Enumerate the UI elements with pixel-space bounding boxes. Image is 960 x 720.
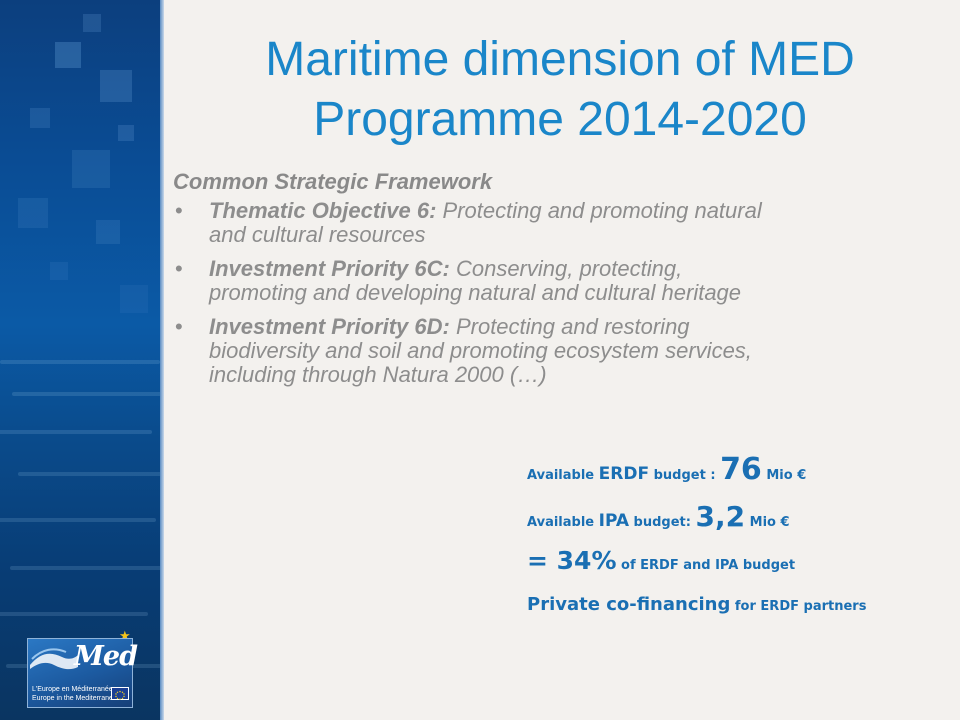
med-programme-logo: Med L'Europe en Méditerranée Europe in t…	[27, 638, 138, 708]
logo-tagline-fr: L'Europe en Méditerranée	[32, 686, 113, 693]
bullet-label: Thematic Objective 6:	[209, 198, 437, 223]
title-line-2: Programme 2014-2020	[313, 93, 807, 146]
bullet-marker: •	[175, 314, 183, 339]
share-value: = 34%	[527, 546, 617, 575]
erdf-key: ERDF	[598, 464, 650, 484]
bullet-marker: •	[175, 256, 183, 281]
bullet-text: Protecting and promoting natural	[436, 198, 762, 223]
cofinancing-main: Private co-financing	[527, 594, 731, 615]
erdf-value: 76	[720, 452, 762, 487]
bullet-label: Investment Priority 6D:	[209, 314, 450, 339]
budget-share-line: = 34% of ERDF and IPA budget	[527, 546, 795, 575]
bullet-item-priority-6d: • Investment Priority 6D: Protecting and…	[173, 315, 933, 387]
cofinancing-line: Private co-financing for ERDF partners	[527, 594, 866, 615]
framework-section: Common Strategic Framework • Thematic Ob…	[173, 170, 933, 397]
ipa-value: 3,2	[695, 500, 746, 533]
title-line-1: Maritime dimension of MED	[265, 33, 855, 86]
logo-wordmark: Med	[74, 641, 138, 672]
ipa-budget-line: Available IPA budget: 3,2 Mio €	[527, 500, 790, 533]
framework-heading: Common Strategic Framework	[173, 169, 493, 194]
panel-divider	[160, 0, 164, 720]
bullet-label: Investment Priority 6C:	[209, 256, 450, 281]
bullet-item-objective-6: • Thematic Objective 6: Protecting and p…	[173, 199, 933, 247]
wave-icon	[30, 648, 78, 670]
eu-flag-icon	[111, 687, 129, 700]
erdf-prefix: Available	[527, 468, 599, 483]
star-icon: ★	[119, 628, 131, 643]
ipa-unit: Mio €	[745, 515, 790, 530]
bullet-item-priority-6c: • Investment Priority 6C: Conserving, pr…	[173, 257, 933, 305]
bullet-marker: •	[175, 198, 183, 223]
cofinancing-suffix: for ERDF partners	[730, 599, 867, 614]
decorative-sea-panel	[0, 0, 160, 720]
bullet-text-continued: and cultural resources	[209, 222, 426, 247]
erdf-budget-line: Available ERDF budget : 76 Mio €	[527, 452, 806, 487]
bullet-text: Conserving, protecting,	[449, 256, 683, 281]
ipa-key: IPA	[598, 511, 630, 531]
share-suffix: of ERDF and IPA budget	[616, 558, 796, 573]
erdf-middle: budget :	[649, 468, 721, 483]
slide-title: Maritime dimension of MED Programme 2014…	[190, 30, 930, 150]
bullet-text-continued: including through Natura 2000 (…)	[209, 362, 547, 387]
ipa-prefix: Available	[527, 515, 599, 530]
bullet-text: Protecting and restoring	[449, 314, 690, 339]
bullet-text-continued: promoting and developing natural and cul…	[209, 280, 742, 305]
ipa-middle: budget:	[629, 515, 696, 530]
logo-tagline-en: Europe in the Mediterranean	[32, 695, 121, 702]
bullet-text-continued: biodiversity and soil and promoting ecos…	[209, 338, 752, 363]
erdf-unit: Mio €	[761, 468, 807, 483]
